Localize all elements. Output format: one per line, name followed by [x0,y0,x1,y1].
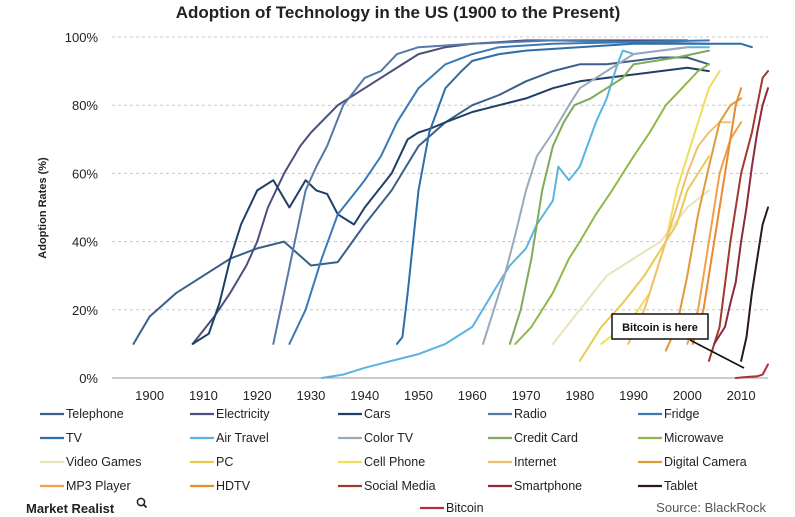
legend-item-mp3-player: MP3 Player [40,479,131,493]
annotation-text: Bitcoin is here [622,322,698,334]
legend-label: Social Media [364,479,436,493]
series-line-microwave [514,63,710,345]
legend-item-credit-card: Credit Card [488,431,578,445]
y-tick-label: 80% [72,98,98,113]
legend-item-radio: Radio [488,407,547,421]
legend-item-digital-camera: Digital Camera [638,455,747,469]
legend-item-fridge: Fridge [638,407,699,421]
x-tick-label: 1970 [512,388,541,403]
series-line-cars [191,66,710,345]
y-tick-label: 20% [72,303,98,318]
series-line-video-games [551,189,710,345]
legend-label: Microwave [664,431,724,445]
series-line-internet [627,121,732,345]
legend-label: Tablet [664,479,698,493]
x-tick-label: 2010 [727,388,756,403]
legend-item-bitcoin: Bitcoin [420,501,484,515]
legend-item-tv: TV [40,431,83,445]
y-axis-ticks: 0% 20% 40% 60% 80% 100% [65,30,99,386]
legend-label: Digital Camera [664,455,747,469]
legend-label: PC [216,455,233,469]
legend-item-electricity: Electricity [190,407,270,421]
legend-label: Fridge [664,407,699,421]
legend-label: Internet [514,455,557,469]
legend-label: Air Travel [216,431,269,445]
x-tick-label: 1950 [404,388,433,403]
chart-title: Adoption of Technology in the US (1900 t… [176,3,621,22]
legend-item-telephone: Telephone [40,407,124,421]
annotation: Bitcoin is here [611,313,745,369]
series-line-telephone [132,56,710,345]
series-line-cell-phone [600,70,721,345]
annotation-arrow [689,339,745,369]
series-line-credit-card [508,49,710,345]
legend-label: Telephone [66,407,124,421]
annotation-box [611,313,709,340]
series-line-social-media [707,70,769,362]
series-line-tablet [740,206,769,362]
legend-item-social-media: Social Media [338,479,436,493]
y-tick-label: 100% [65,30,99,45]
y-tick-label: 0% [79,371,98,386]
x-tick-label: 1920 [243,388,272,403]
x-tick-label: 1930 [296,388,325,403]
series-line-fridge [288,39,710,345]
series-lines [132,39,769,379]
legend-label: Color TV [364,431,414,445]
legend-label: Smartphone [514,479,582,493]
legend-item-cell-phone: Cell Phone [338,455,425,469]
legend-item-microwave: Microwave [638,431,724,445]
magnifier-icon [136,497,148,509]
x-tick-label: 1990 [619,388,648,403]
x-tick-label: 1940 [350,388,379,403]
source-note: Source: BlackRock [656,500,766,515]
y-axis-label: Adoption Rates (%) [37,157,49,259]
series-line-air-travel [320,46,710,379]
y-tick-label: 40% [72,235,98,250]
legend-item-air-travel: Air Travel [190,431,269,445]
legend-label: HDTV [216,479,251,493]
series-line-bitcoin [734,363,769,379]
legend-item-color-tv: Color TV [338,431,414,445]
legend-item-pc: PC [190,455,233,469]
legend-label: Video Games [66,455,142,469]
legend-item-tablet: Tablet [638,479,698,493]
x-tick-label: 2000 [673,388,702,403]
legend-item-smartphone: Smartphone [488,479,582,493]
legend-label: Radio [514,407,547,421]
series-line-smartphone [713,87,769,345]
x-tick-label: 1960 [458,388,487,403]
legend-label: TV [66,431,83,445]
legend-item-internet: Internet [488,455,557,469]
series-line-electricity [191,39,689,345]
series-line-tv [396,42,753,345]
legend-label: Credit Card [514,431,578,445]
x-axis-ticks: 1900 1910 1920 1930 1940 1950 1960 1970 1980 1990… [135,388,755,403]
x-tick-label: 1910 [189,388,218,403]
legend-item-hdtv: HDTV [190,479,251,493]
legend-label: Bitcoin [446,501,484,515]
legend: Telephone Electricity Cars Radio Fridge TV Air… [40,407,747,515]
legend-label: Cars [364,407,390,421]
legend-label: MP3 Player [66,479,131,493]
x-tick-label: 1900 [135,388,164,403]
brand-logo: Market Realist [26,501,115,516]
legend-item-cars: Cars [338,407,390,421]
legend-label: Cell Phone [364,455,425,469]
series-line-radio [272,39,710,345]
x-tick-label: 1980 [565,388,594,403]
series-line-color-tv [482,46,689,345]
y-tick-label: 60% [72,166,98,181]
legend-item-video-games: Video Games [40,455,142,469]
legend-label: Electricity [216,407,270,421]
